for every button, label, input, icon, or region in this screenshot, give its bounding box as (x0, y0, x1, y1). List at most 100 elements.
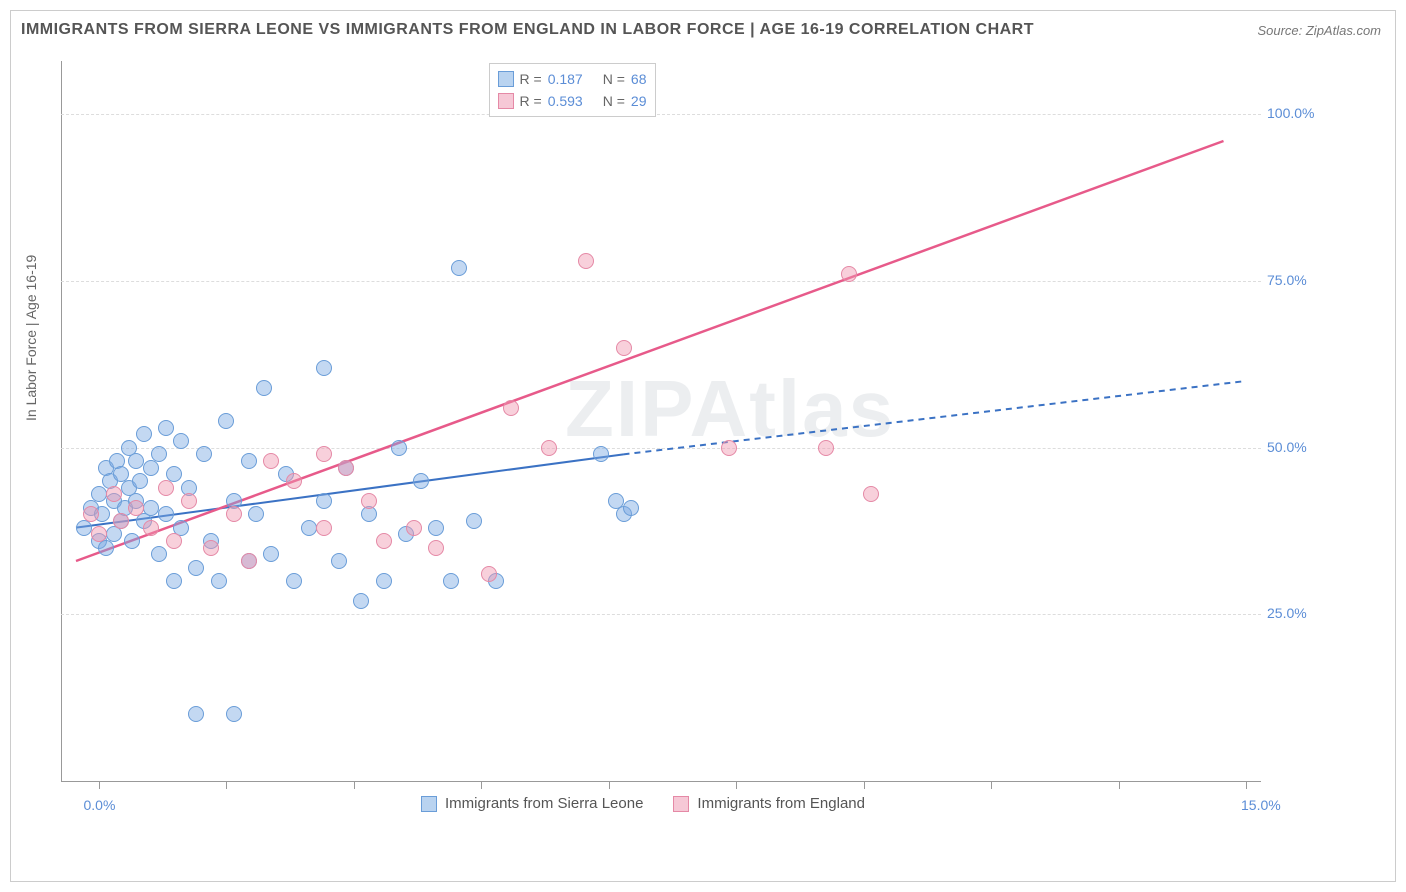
x-tick-label-right: 15.0% (1241, 797, 1281, 813)
data-point-england (113, 513, 129, 529)
data-point-sierra (286, 573, 302, 589)
data-point-england (578, 253, 594, 269)
data-point-sierra (91, 486, 107, 502)
source-label: Source: ZipAtlas.com (1257, 23, 1381, 38)
data-point-england (541, 440, 557, 456)
series-legend-label-sierra: Immigrants from Sierra Leone (445, 795, 643, 812)
r-value-england: 0.593 (548, 93, 583, 109)
data-point-sierra (136, 426, 152, 442)
data-point-sierra (151, 446, 167, 462)
x-tick-mark (1119, 781, 1120, 789)
trend-line-england (76, 141, 1224, 561)
chart-title: IMMIGRANTS FROM SIERRA LEONE VS IMMIGRAN… (21, 21, 1034, 39)
data-point-england (721, 440, 737, 456)
series-legend: Immigrants from Sierra LeoneImmigrants f… (421, 795, 865, 812)
data-point-england (286, 473, 302, 489)
data-point-sierra (316, 360, 332, 376)
r-label: R = (520, 93, 542, 109)
data-point-sierra (248, 506, 264, 522)
data-point-sierra (128, 453, 144, 469)
data-point-sierra (428, 520, 444, 536)
grid-line (61, 281, 1261, 282)
data-point-sierra (331, 553, 347, 569)
data-point-england (83, 506, 99, 522)
data-point-sierra (188, 706, 204, 722)
data-point-england (338, 460, 354, 476)
data-point-sierra (173, 433, 189, 449)
data-point-sierra (376, 573, 392, 589)
data-point-england (203, 540, 219, 556)
data-point-sierra (241, 453, 257, 469)
data-point-sierra (593, 446, 609, 462)
data-point-england (818, 440, 834, 456)
data-point-sierra (623, 500, 639, 516)
data-point-sierra (211, 573, 227, 589)
trend-lines-svg (61, 61, 1321, 821)
legend-swatch-sierra (498, 71, 514, 87)
data-point-sierra (143, 500, 159, 516)
data-point-england (181, 493, 197, 509)
data-point-england (143, 520, 159, 536)
correlation-legend-row-sierra: R =0.187N =68 (498, 68, 647, 90)
y-tick-label: 100.0% (1267, 105, 1321, 121)
x-tick-mark (864, 781, 865, 789)
y-axis-label: In Labor Force | Age 16-19 (23, 255, 39, 421)
data-point-sierra (124, 533, 140, 549)
data-point-sierra (413, 473, 429, 489)
data-point-sierra (132, 473, 148, 489)
data-point-sierra (316, 493, 332, 509)
x-tick-mark (609, 781, 610, 789)
n-label: N = (603, 93, 625, 109)
data-point-england (241, 553, 257, 569)
n-label: N = (603, 71, 625, 87)
data-point-sierra (158, 420, 174, 436)
x-tick-mark (991, 781, 992, 789)
y-tick-label: 50.0% (1267, 439, 1321, 455)
correlation-legend: R =0.187N =68R =0.593N =29 (489, 63, 656, 117)
data-point-sierra (151, 546, 167, 562)
data-point-england (263, 453, 279, 469)
grid-line (61, 448, 1261, 449)
data-point-sierra (256, 380, 272, 396)
x-tick-mark (481, 781, 482, 789)
legend-swatch-england (498, 93, 514, 109)
correlation-legend-row-england: R =0.593N =29 (498, 90, 647, 112)
chart-container: IMMIGRANTS FROM SIERRA LEONE VS IMMIGRAN… (10, 10, 1396, 882)
data-point-england (316, 520, 332, 536)
data-point-england (406, 520, 422, 536)
data-point-sierra (218, 413, 234, 429)
legend-swatch-sierra (421, 796, 437, 812)
trend-line-sierra-extrapolated (624, 381, 1247, 454)
x-tick-mark (1246, 781, 1247, 789)
data-point-england (616, 340, 632, 356)
series-legend-item-sierra: Immigrants from Sierra Leone (421, 795, 643, 812)
r-label: R = (520, 71, 542, 87)
data-point-sierra (166, 573, 182, 589)
data-point-sierra (301, 520, 317, 536)
data-point-england (106, 486, 122, 502)
data-point-england (91, 526, 107, 542)
data-point-england (128, 500, 144, 516)
y-tick-label: 75.0% (1267, 272, 1321, 288)
data-point-england (503, 400, 519, 416)
data-point-sierra (353, 593, 369, 609)
x-tick-mark (736, 781, 737, 789)
data-point-england (841, 266, 857, 282)
data-point-england (361, 493, 377, 509)
grid-line (61, 114, 1261, 115)
y-tick-label: 25.0% (1267, 605, 1321, 621)
data-point-england (376, 533, 392, 549)
data-point-england (863, 486, 879, 502)
chart-plot-area: 25.0%50.0%75.0%100.0%0.0%15.0%ZIPAtlasR … (61, 61, 1321, 821)
x-tick-mark (354, 781, 355, 789)
r-value-sierra: 0.187 (548, 71, 583, 87)
data-point-england (428, 540, 444, 556)
data-point-sierra (196, 446, 212, 462)
data-point-sierra (263, 546, 279, 562)
data-point-sierra (226, 706, 242, 722)
data-point-sierra (443, 573, 459, 589)
data-point-england (226, 506, 242, 522)
legend-swatch-england (673, 796, 689, 812)
data-point-england (316, 446, 332, 462)
y-axis-line (61, 61, 62, 781)
